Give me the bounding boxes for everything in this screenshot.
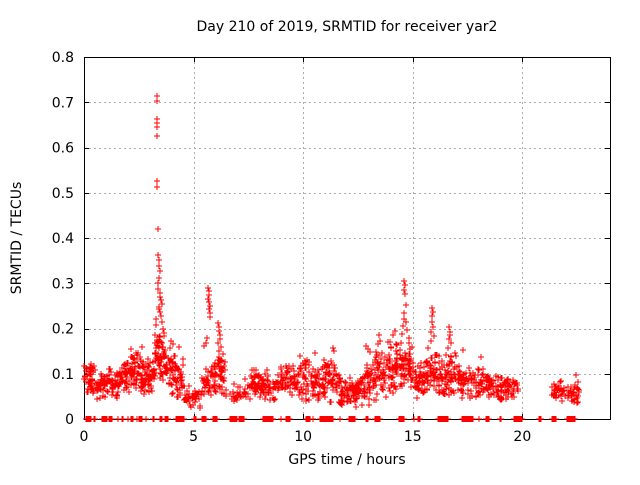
x-tick-label: 15 bbox=[404, 429, 422, 445]
chart-title: Day 210 of 2019, SRMTID for receiver yar… bbox=[197, 19, 498, 35]
y-tick-label: 0.7 bbox=[52, 95, 74, 111]
y-tick-label: 0 bbox=[65, 412, 74, 428]
x-axis-label: GPS time / hours bbox=[288, 452, 405, 468]
gridlines bbox=[84, 57, 610, 419]
data-points bbox=[81, 93, 582, 422]
y-tick-label: 0.2 bbox=[52, 322, 74, 338]
y-tick-label: 0.3 bbox=[52, 276, 74, 292]
y-tick-label: 0.6 bbox=[52, 141, 74, 157]
x-axis-tick-labels: 0 5 10 15 20 bbox=[80, 429, 532, 445]
y-tick-label: 0.4 bbox=[52, 231, 74, 247]
x-tick-label: 5 bbox=[189, 429, 198, 445]
y-axis-tick-labels: 0 0.1 0.2 0.3 0.4 0.5 0.6 0.7 0.8 bbox=[52, 50, 74, 428]
y-axis-label: SRMTID / TECUs bbox=[9, 182, 25, 295]
y-tick-label: 0.8 bbox=[52, 50, 74, 66]
y-tick-label: 0.5 bbox=[52, 186, 74, 202]
y-tick-label: 0.1 bbox=[52, 367, 74, 383]
x-tick-label: 10 bbox=[294, 429, 312, 445]
x-tick-label: 20 bbox=[513, 429, 531, 445]
x-tick-label: 0 bbox=[80, 429, 89, 445]
